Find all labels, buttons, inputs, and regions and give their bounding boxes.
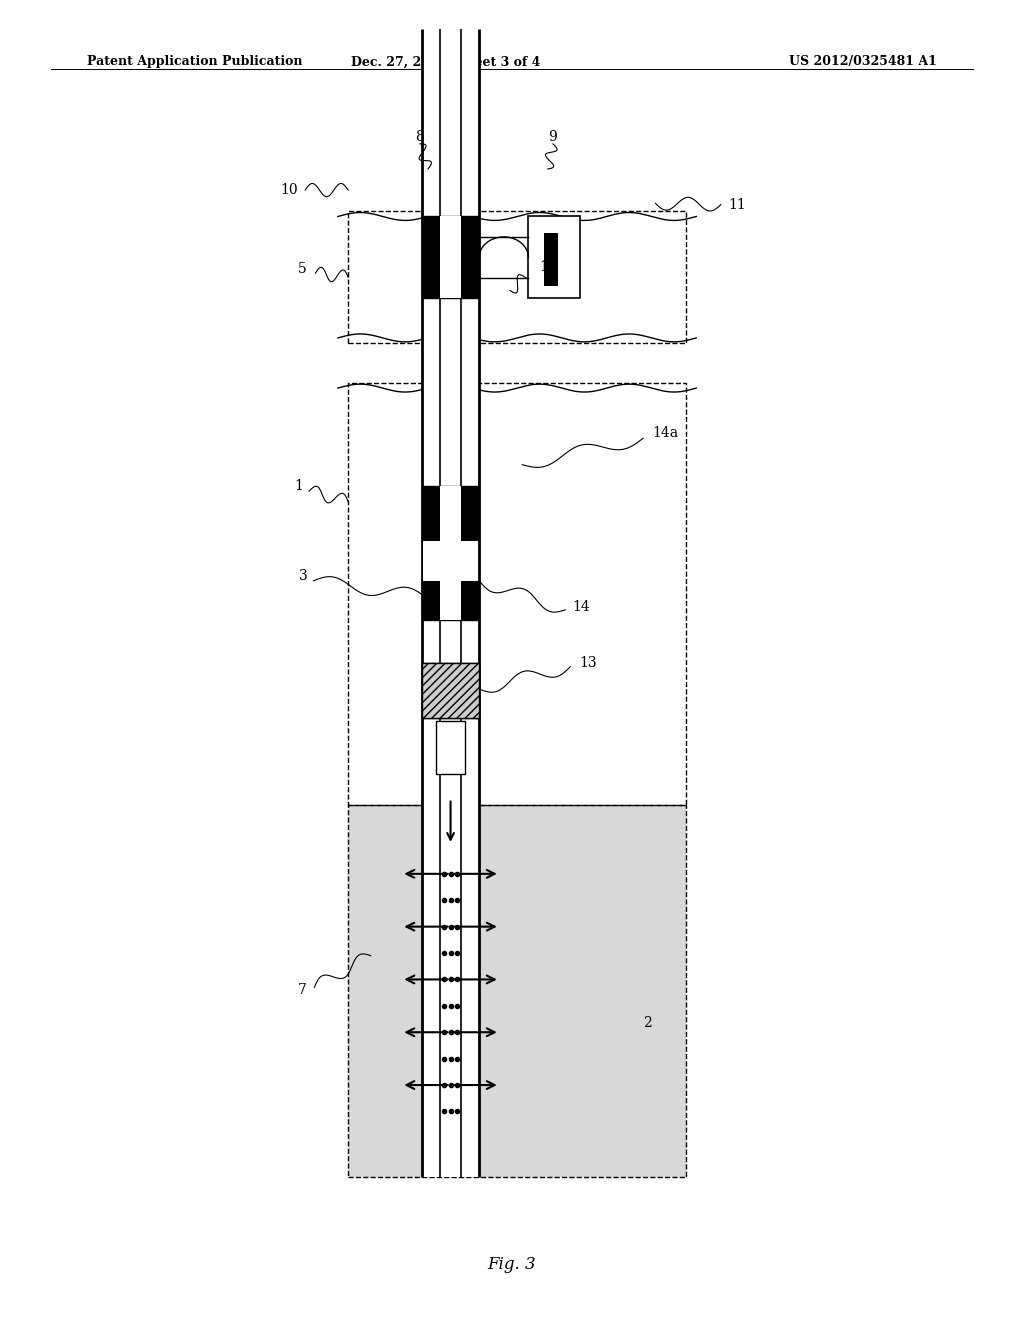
Bar — [440, 29, 461, 1177]
Bar — [436, 721, 465, 774]
Text: 7: 7 — [298, 983, 306, 997]
Text: 12: 12 — [539, 260, 557, 273]
Bar — [440, 216, 461, 298]
Bar — [422, 581, 479, 620]
Bar — [423, 541, 478, 581]
Text: US 2012/0325481 A1: US 2012/0325481 A1 — [790, 55, 937, 69]
Text: Patent Application Publication: Patent Application Publication — [87, 55, 302, 69]
Bar — [461, 29, 479, 1177]
Bar — [422, 216, 479, 298]
Text: 14a: 14a — [652, 426, 679, 440]
Text: 2: 2 — [643, 1016, 651, 1030]
Text: Dec. 27, 2012  Sheet 3 of 4: Dec. 27, 2012 Sheet 3 of 4 — [351, 55, 540, 69]
Text: 10: 10 — [280, 183, 298, 197]
Text: 11: 11 — [728, 198, 746, 211]
Text: 8: 8 — [416, 131, 424, 144]
Text: 1: 1 — [295, 479, 303, 492]
Text: 3: 3 — [299, 569, 307, 582]
Bar — [422, 29, 440, 1177]
Text: 5: 5 — [298, 263, 306, 276]
Bar — [422, 486, 479, 541]
Bar — [422, 663, 479, 718]
Text: 13: 13 — [579, 656, 597, 669]
Bar — [528, 216, 580, 298]
Bar — [440, 486, 461, 541]
Text: Fig. 3: Fig. 3 — [487, 1257, 537, 1272]
Text: 9: 9 — [549, 131, 557, 144]
Bar — [348, 383, 686, 805]
Bar — [440, 581, 461, 620]
Bar — [348, 805, 686, 1177]
Bar — [544, 232, 558, 286]
Bar — [422, 663, 479, 718]
Text: 14: 14 — [572, 601, 591, 614]
Bar — [348, 211, 686, 343]
